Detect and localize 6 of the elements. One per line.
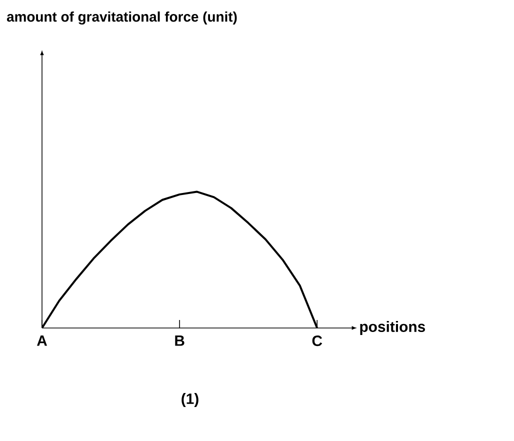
text: (1) (182, 393, 198, 407)
x-tick-label: B (175, 336, 184, 346)
text: amount of gravitational force (unit) (6, 11, 237, 25)
x-axis-title: positions (360, 321, 426, 335)
x-tick-label: A (36, 336, 48, 346)
x-tick-label: C (312, 336, 322, 346)
